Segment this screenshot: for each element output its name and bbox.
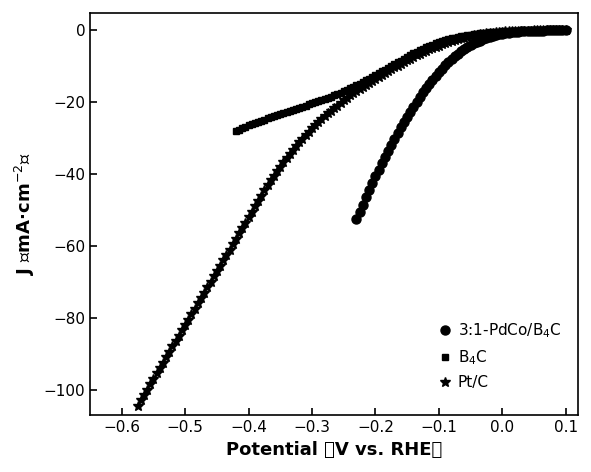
Y-axis label: J （mA·cm$^{-2}$）: J （mA·cm$^{-2}$） <box>12 152 37 275</box>
Legend: 3:1-PdCo/B$_4$C, B$_4$C, Pt/C: 3:1-PdCo/B$_4$C, B$_4$C, Pt/C <box>434 317 566 395</box>
X-axis label: Potential （V vs. RHE）: Potential （V vs. RHE） <box>226 441 442 460</box>
